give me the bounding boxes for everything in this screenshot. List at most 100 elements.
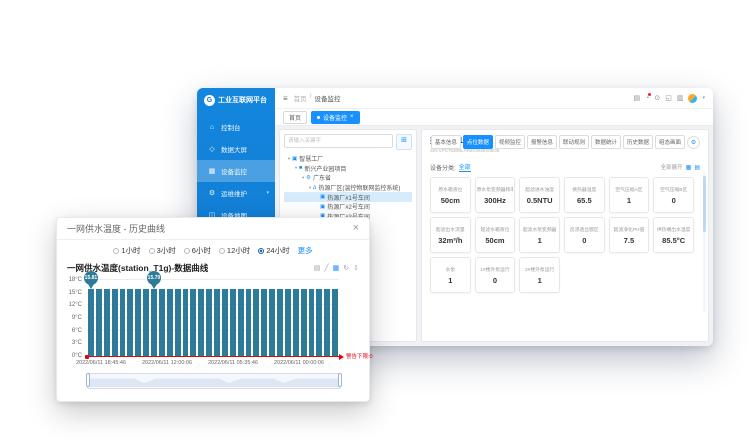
notification-icon[interactable]: ◔ [645, 92, 652, 102]
metric-card[interactable]: 1#楼外泵运行 0 [474, 257, 516, 293]
datazoom-slider[interactable] [86, 373, 342, 389]
bar[interactable] [143, 289, 149, 356]
scrollbar-thumb[interactable] [703, 176, 706, 232]
restore-icon[interactable]: ↻ [343, 264, 350, 272]
bar[interactable] [151, 289, 157, 356]
expand-all-link[interactable]: 全部展开 [660, 165, 683, 171]
tree-search-input[interactable] [284, 134, 393, 148]
bar[interactable] [174, 289, 181, 356]
bar[interactable] [190, 289, 197, 356]
bar[interactable] [158, 289, 165, 356]
bar-chart-icon[interactable]: ▦ [332, 264, 340, 272]
close-icon[interactable]: × [352, 222, 359, 234]
bar[interactable] [332, 289, 338, 356]
tree-node[interactable]: ▣ 热源厂#2号车间 [284, 202, 412, 212]
fullscreen-icon[interactable]: ◱ [665, 94, 672, 102]
metric-card[interactable]: 换热器温度 65.5 [564, 177, 605, 213]
bar[interactable] [237, 289, 244, 356]
bar[interactable] [269, 289, 275, 356]
bar[interactable] [198, 289, 205, 356]
device-tab[interactable]: 报警信息 [526, 135, 557, 149]
chevron-down-icon[interactable]: ▾ [702, 95, 705, 101]
range-radio[interactable]: 1小时 [113, 245, 141, 256]
gear-icon[interactable]: ⚙ [687, 135, 700, 149]
tree-node[interactable]: ▾ ∆ 热源厂区(温控物联网监控系统) [284, 183, 412, 193]
expand-all-button[interactable]: ⊞ [396, 134, 412, 150]
data-view-icon[interactable]: ▤ [313, 264, 321, 272]
tab-tag-home[interactable]: 首页 [283, 110, 308, 124]
device-tab[interactable]: 历史数据 [622, 135, 653, 149]
breadcrumb-home[interactable]: 首页 [293, 96, 307, 103]
sidebar-item-device-map[interactable]: ◫ 设备地图 [197, 204, 275, 226]
range-radio[interactable]: 6小时 [183, 245, 211, 256]
datazoom-handle-left[interactable] [86, 373, 90, 387]
metric-card[interactable]: 超滤水箱液位 50cm [474, 217, 516, 253]
device-tab[interactable]: 点位数据 [462, 135, 493, 149]
bar[interactable] [261, 289, 268, 356]
metric-card[interactable]: 超滤出水流量 32m³/h [430, 217, 471, 253]
tree-node[interactable]: ▾ ■ 新兴产业园项目 [284, 164, 412, 174]
device-tab[interactable]: 数据统计 [590, 135, 621, 149]
collapse-menu-icon[interactable]: ≡ [283, 93, 288, 103]
panel-scrollbar[interactable] [703, 172, 706, 312]
stats-icon[interactable]: ▥ [676, 94, 684, 102]
category-value-link[interactable]: 全部 [458, 162, 471, 172]
metric-card[interactable]: 原水箱液位 50cm [430, 177, 471, 213]
save-image-icon[interactable]: ⇩ [353, 264, 359, 272]
datazoom-handle-right[interactable] [338, 373, 342, 387]
tab-tag-device-monitor[interactable]: 设备监控 × [311, 110, 360, 124]
bar[interactable] [135, 289, 142, 356]
line-chart-icon[interactable]: ╱ [324, 264, 329, 272]
bar[interactable] [182, 289, 189, 356]
bar[interactable] [221, 289, 228, 356]
bar[interactable] [229, 289, 236, 356]
search-icon[interactable]: ⊙ [654, 94, 661, 102]
bar[interactable] [166, 289, 173, 356]
device-tab[interactable]: 组态画面 [654, 135, 685, 149]
user-avatar[interactable] [688, 93, 698, 103]
close-icon[interactable]: × [350, 114, 354, 120]
apps-icon[interactable]: ▤ [633, 94, 641, 102]
bar[interactable] [119, 289, 126, 356]
metric-card[interactable]: 超滤水泵变频器 1 [519, 217, 560, 253]
range-radio[interactable]: 12小时 [218, 245, 250, 256]
bar[interactable] [292, 289, 299, 356]
bar[interactable] [88, 289, 94, 356]
metric-card[interactable]: 空气压缩A区 1 [608, 177, 650, 213]
tree-node[interactable]: ▾ ⚙ 广东省 [284, 173, 412, 183]
bar[interactable] [284, 289, 291, 356]
grid-view-icon[interactable]: ▦ [685, 164, 692, 171]
bar[interactable] [103, 289, 110, 356]
device-tab[interactable]: 基本信息 [430, 135, 461, 149]
sidebar-item-data-screen[interactable]: ◇ 数据大屏 [197, 138, 275, 160]
metric-card[interactable]: 反渗透丝膜区 0 [564, 217, 605, 253]
device-tab[interactable]: 联动规则 [558, 135, 589, 149]
bar[interactable] [245, 289, 252, 356]
bar[interactable] [127, 289, 134, 356]
bar[interactable] [253, 289, 260, 356]
metric-card[interactable]: 超滤净化PH值 7.5 [608, 217, 650, 253]
metric-card[interactable]: 供热端出水温度 85.5°C [653, 217, 694, 253]
bar[interactable] [324, 289, 331, 356]
bar[interactable] [95, 289, 102, 356]
range-radio[interactable]: 24小时 [258, 245, 290, 256]
bar[interactable] [308, 289, 315, 356]
sidebar-item-console[interactable]: ⌂ 控制台 [197, 116, 275, 138]
bar[interactable] [316, 289, 323, 356]
bar[interactable] [300, 289, 307, 356]
sidebar-item-maintenance[interactable]: ⚙ 运维维护 ▾ [197, 182, 275, 204]
bar[interactable] [214, 289, 220, 356]
range-radio[interactable]: 3小时 [148, 245, 176, 256]
sidebar-item-device-monitor[interactable]: ▦ 设备监控 [197, 160, 275, 182]
metric-card[interactable]: 原水泵变频器频率 300Hz [474, 177, 516, 213]
list-view-icon[interactable]: ▤ [694, 164, 700, 171]
metric-card[interactable]: 超滤进水浊度 0.5NTU [519, 177, 560, 213]
bar[interactable] [206, 289, 212, 356]
metric-card[interactable]: 水泵 1 [430, 257, 471, 293]
bar[interactable] [111, 289, 118, 356]
device-tab[interactable]: 视频监控 [494, 135, 525, 149]
more-link[interactable]: 更多 [297, 246, 313, 255]
metric-card[interactable]: 空气压缩B区 0 [653, 177, 694, 213]
bar[interactable] [277, 289, 283, 356]
metric-card[interactable]: 2#楼外泵运行 1 [519, 257, 560, 293]
